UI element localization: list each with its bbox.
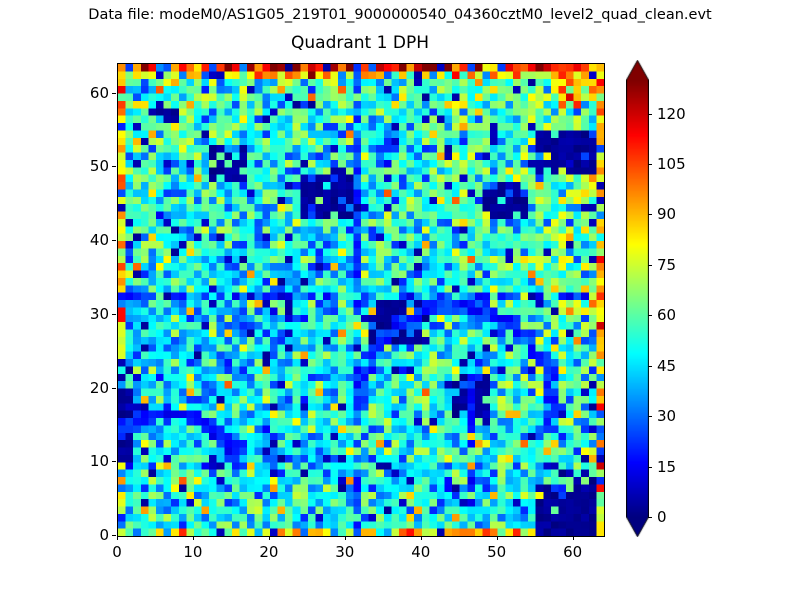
colorbar-tick-mark — [648, 264, 652, 266]
y-tick-label: 40 — [89, 231, 109, 249]
x-tick-label: 0 — [112, 543, 122, 561]
x-tick-mark — [268, 536, 270, 540]
x-tick-label: 20 — [259, 543, 279, 561]
y-tick-label: 10 — [89, 452, 109, 471]
x-tick-mark — [496, 536, 498, 540]
colorbar-tick-label: 90 — [657, 205, 677, 224]
y-tick-label: 20 — [89, 378, 109, 397]
x-tick-mark — [420, 536, 422, 540]
colorbar-tick-mark — [648, 113, 652, 115]
y-tick-mark — [112, 166, 116, 168]
colorbar-tick-label: 120 — [657, 104, 686, 123]
x-tick-label: 30 — [335, 543, 355, 561]
page-title: Quadrant 1 DPH — [291, 33, 429, 53]
colorbar-tick-mark — [648, 164, 652, 166]
y-tick-mark — [112, 461, 116, 463]
y-tick-label: 60 — [89, 83, 109, 102]
y-tick-mark — [112, 313, 116, 315]
colorbar-tick-label: 30 — [657, 407, 677, 426]
y-tick-mark — [112, 92, 116, 94]
x-tick-label: 50 — [487, 543, 507, 561]
colorbar-tick-mark — [648, 517, 652, 518]
x-tick-label: 40 — [411, 543, 431, 561]
x-tick-mark — [572, 536, 574, 540]
y-tick-label: 50 — [89, 157, 109, 176]
colorbar-tick-mark — [648, 315, 652, 317]
y-tick-mark — [112, 535, 116, 536]
x-tick-mark — [117, 536, 118, 540]
data-file-label: Data file: modeM0/AS1G05_219T01_90000005… — [88, 7, 712, 23]
colorbar-tick-mark — [648, 365, 652, 367]
colorbar-tick-label: 15 — [657, 457, 677, 476]
colorbar-tick-mark — [648, 466, 652, 468]
x-tick-label: 10 — [183, 543, 203, 561]
colorbar[interactable] — [626, 60, 649, 537]
colorbar-tick-label: 75 — [657, 255, 677, 274]
colorbar-tick-mark — [648, 214, 652, 216]
y-tick-mark — [112, 240, 116, 241]
colorbar-tick-mark — [648, 416, 652, 418]
heatmap-axes[interactable] — [117, 63, 605, 537]
colorbar-tick-label: 60 — [657, 306, 677, 325]
x-tick-mark — [192, 536, 194, 540]
colorbar-tick-label: 105 — [657, 155, 686, 174]
y-tick-label: 30 — [89, 304, 109, 323]
colorbar-tick-label: 0 — [657, 508, 667, 526]
y-tick-mark — [112, 387, 116, 389]
colorbar-gradient[interactable] — [626, 60, 649, 537]
heatmap-image[interactable] — [118, 64, 604, 536]
y-tick-label: 0 — [99, 526, 109, 544]
x-tick-mark — [344, 536, 346, 540]
x-tick-label: 60 — [563, 543, 583, 561]
colorbar-tick-label: 45 — [657, 356, 677, 375]
